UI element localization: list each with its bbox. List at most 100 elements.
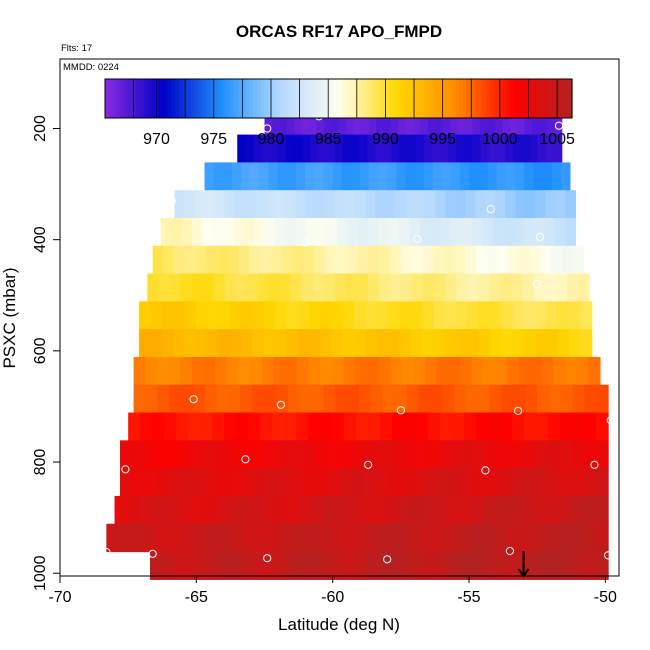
colorbar-swatch	[513, 79, 519, 118]
heatmap-cell	[495, 190, 506, 219]
heatmap-cell	[577, 273, 590, 302]
heatmap-cell	[157, 384, 170, 414]
heatmap-cell	[140, 412, 153, 441]
heatmap-cell	[444, 301, 457, 330]
heatmap-cell	[200, 412, 213, 441]
heatmap-cell	[465, 384, 479, 414]
sample-point	[606, 416, 615, 425]
sample-point	[241, 455, 250, 464]
heatmap-cell	[430, 384, 443, 414]
heatmap-cell	[489, 384, 502, 414]
colorbar-swatch	[132, 79, 137, 118]
colorbar-swatch	[167, 79, 172, 118]
heatmap-cell	[555, 273, 568, 302]
heatmap-cell	[174, 245, 186, 275]
x-tick-label: -55	[457, 589, 480, 606]
heatmap-cell	[324, 495, 338, 525]
heatmap-cell	[392, 412, 405, 441]
heatmap-cell	[223, 217, 235, 247]
heatmap-cell	[534, 440, 548, 469]
heatmap-cell	[266, 468, 280, 497]
heatmap-cell	[262, 495, 276, 525]
heatmap-cell	[374, 190, 386, 219]
heatmap-cell	[502, 217, 514, 247]
heatmap-cell	[447, 551, 460, 580]
heatmap-cell	[564, 356, 578, 386]
colorbar-swatch	[241, 79, 246, 118]
heatmap-cell	[523, 217, 535, 247]
heatmap-cell	[303, 440, 316, 469]
heatmap-cell	[448, 356, 461, 386]
heatmap-cell	[339, 468, 353, 497]
heatmap-cell	[595, 495, 609, 525]
heatmap-cell	[515, 190, 526, 219]
colorbar-swatch	[272, 79, 277, 118]
heatmap-cell	[364, 190, 376, 219]
heatmap-cell	[378, 162, 388, 191]
heatmap-cell	[284, 190, 296, 219]
colorbar-swatch	[322, 79, 328, 118]
heatmap-cell	[546, 301, 559, 330]
heatmap-cell	[529, 356, 543, 386]
heatmap-cell	[410, 301, 423, 330]
heatmap-cell	[569, 329, 582, 358]
heatmap-cell	[308, 301, 321, 330]
heatmap-cell	[399, 217, 411, 247]
heatmap-cell	[350, 134, 360, 163]
heatmap-cell	[560, 384, 574, 414]
sample-point	[396, 406, 405, 415]
heatmap-cell	[573, 551, 586, 580]
heatmap-cell	[405, 190, 416, 219]
heatmap-cell	[161, 329, 174, 358]
heatmap-cell	[181, 217, 193, 247]
heatmap-cell	[410, 329, 423, 358]
colorbar-tick-label: 1005	[539, 131, 575, 148]
heatmap-cell	[460, 356, 473, 386]
heatmap-cell	[294, 106, 303, 136]
heatmap-cell	[229, 301, 242, 330]
heatmap-cell	[470, 523, 484, 553]
heatmap-cell	[310, 134, 319, 163]
heatmap-cell	[184, 190, 196, 219]
heatmap-cell	[133, 384, 147, 414]
heatmap-cell	[269, 134, 279, 163]
sample-point	[167, 196, 176, 205]
heatmap-cell	[440, 134, 449, 163]
colorbar-swatch	[319, 79, 324, 118]
heatmap-cell	[205, 440, 219, 469]
heatmap-cell	[248, 412, 261, 441]
heatmap-cell	[465, 106, 474, 136]
heatmap-cell	[460, 495, 473, 525]
heatmap-cell	[144, 440, 158, 469]
heatmap-cell	[559, 440, 573, 469]
heatmap-cell	[356, 551, 369, 580]
heatmap-cell	[359, 162, 370, 191]
heatmap-cell	[524, 412, 537, 441]
heatmap-cell	[444, 329, 457, 358]
colorbar-swatch	[315, 79, 320, 118]
heatmap-cell	[412, 468, 426, 497]
heatmap-cell	[537, 134, 547, 163]
heatmap-cell	[388, 468, 402, 497]
heatmap-cell	[256, 523, 271, 553]
colorbar-swatch	[447, 79, 452, 118]
heatmap-cell	[492, 217, 504, 247]
heatmap-cell	[375, 106, 384, 136]
heatmap-cell	[238, 356, 251, 386]
heatmap-cell	[331, 301, 344, 330]
heatmap-cell	[432, 245, 445, 275]
heatmap-cell	[224, 273, 237, 302]
colorbar-tick-label: 990	[372, 131, 399, 148]
colorbar-swatch	[159, 79, 164, 118]
colorbar-swatch	[416, 79, 421, 118]
heatmap-cell	[513, 384, 526, 414]
colorbar-swatch	[420, 79, 425, 118]
heatmap-cell	[204, 162, 215, 191]
heatmap-cell	[204, 190, 216, 219]
heatmap-cell	[203, 356, 216, 386]
heatmap-cell	[285, 356, 298, 386]
colorbar-swatch	[533, 79, 538, 118]
colorbar-swatch	[385, 79, 390, 118]
heatmap-cell	[455, 301, 468, 330]
